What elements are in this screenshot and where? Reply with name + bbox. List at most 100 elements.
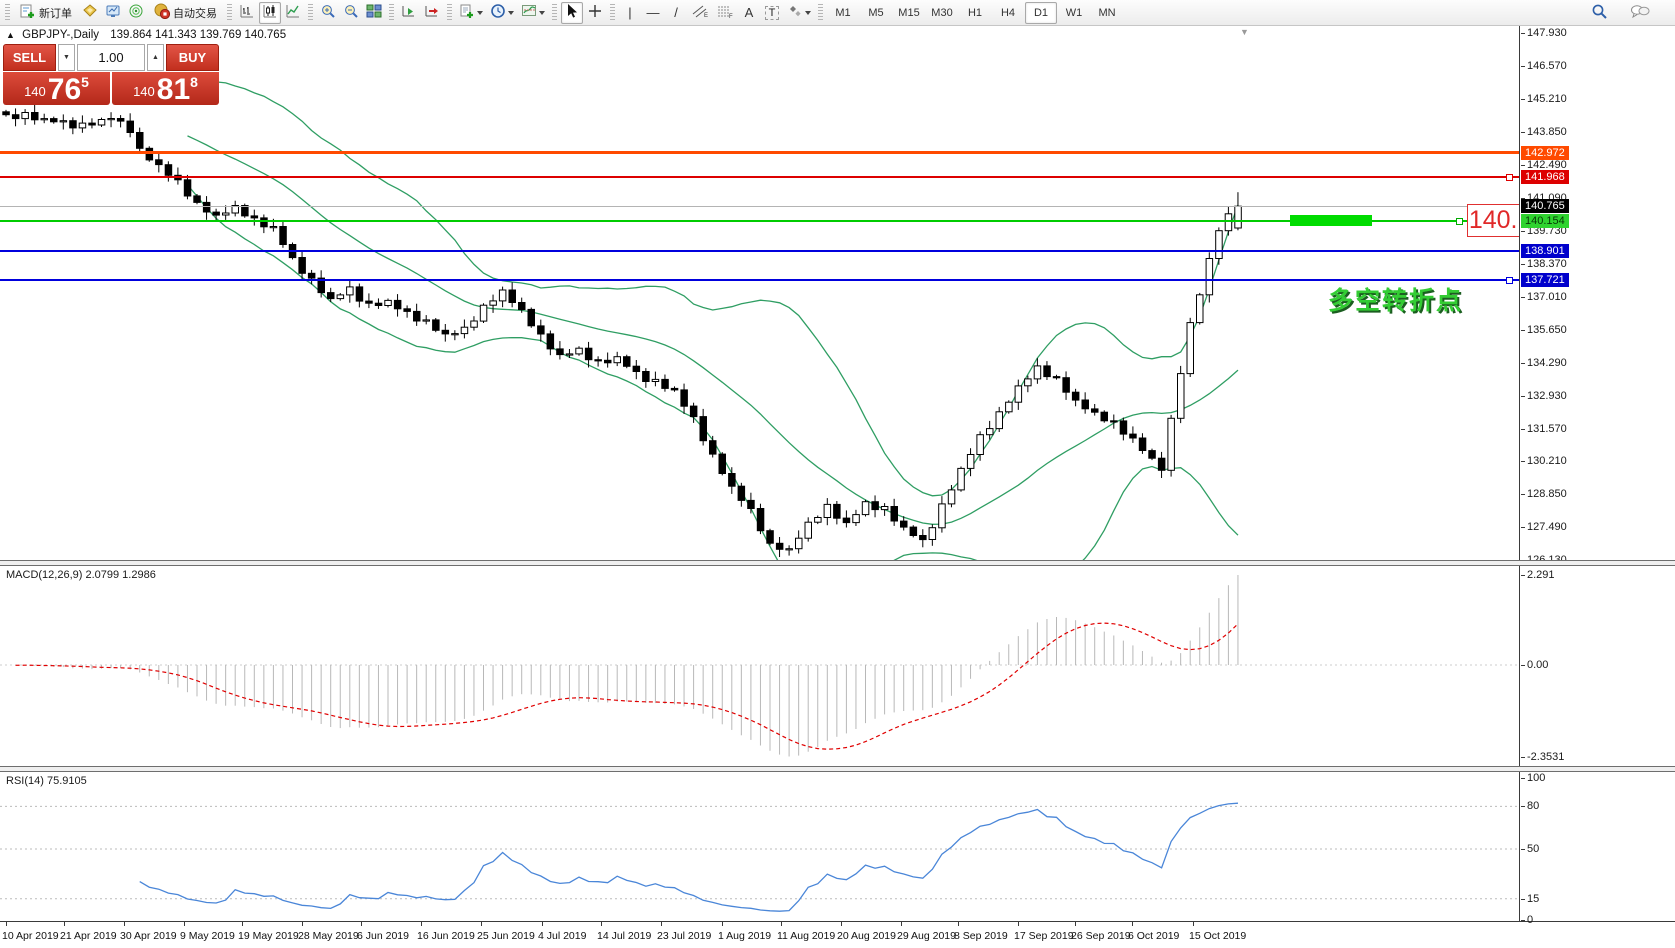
- auto-scroll-button[interactable]: [398, 2, 420, 24]
- buy-price-main: 140: [133, 84, 155, 99]
- fibonacci-tool-button[interactable]: F: [713, 2, 737, 24]
- indicators-dropdown-icon[interactable]: [539, 10, 545, 15]
- text-tool-button[interactable]: A: [738, 2, 760, 24]
- volume-increase-button[interactable]: ▲: [147, 44, 164, 71]
- timeframe-button-w1[interactable]: W1: [1058, 2, 1090, 24]
- timeframe-button-mn[interactable]: MN: [1091, 2, 1123, 24]
- buy-price-panel[interactable]: 140 81 8: [112, 72, 219, 105]
- chart-ohlc-label: 139.864 141.343 139.769 140.765: [110, 29, 287, 41]
- axis-label: 15: [1520, 892, 1540, 905]
- period-button[interactable]: [487, 2, 517, 24]
- chat-button[interactable]: [1627, 2, 1653, 24]
- price-axis[interactable]: 147.930146.570145.210143.850142.490141.0…: [1519, 26, 1675, 926]
- zoom-out-button[interactable]: [340, 2, 362, 24]
- vertical-line-tool-button[interactable]: |: [619, 2, 641, 24]
- pane-divider[interactable]: [0, 560, 1675, 566]
- timeframe-button-m1[interactable]: M1: [827, 2, 859, 24]
- sell-price-point: 5: [81, 74, 89, 90]
- indicators-button[interactable]: [518, 2, 548, 24]
- rsi-plot: [0, 802, 1519, 912]
- horizontal-line-140.154[interactable]: [0, 220, 1519, 222]
- chinese-annotation[interactable]: 多空转折点: [1328, 287, 1464, 315]
- horizontal-line-138.901[interactable]: [0, 250, 1519, 253]
- horizontal-line-140.765[interactable]: [0, 205, 1519, 207]
- timeframe-button-m30[interactable]: M30: [926, 2, 958, 24]
- svg-text:E: E: [704, 13, 708, 19]
- tile-windows-button[interactable]: [363, 2, 385, 24]
- time-axis-label: 9 May 2019: [180, 930, 235, 942]
- trendline-tool-button[interactable]: /: [665, 2, 687, 24]
- rsi-pane[interactable]: RSI(14) 75.9105: [0, 772, 1519, 921]
- axis-label: 0.00: [1520, 659, 1549, 671]
- line-chart-button[interactable]: [282, 2, 304, 24]
- axis-label: 127.490: [1521, 521, 1567, 534]
- macd-pane[interactable]: MACD(12,26,9) 2.0799 1.2986: [0, 566, 1519, 766]
- timeframe-button-h4[interactable]: H4: [992, 2, 1024, 24]
- cursor-tool-button[interactable]: [561, 1, 583, 24]
- timeframe-button-h1[interactable]: H1: [959, 2, 991, 24]
- arrows-icon: [787, 3, 803, 22]
- new-order-button[interactable]: 新订单: [14, 2, 78, 24]
- equidistant-channel-icon: E: [691, 3, 709, 22]
- time-tick: [1193, 922, 1194, 926]
- axis-label: 134.290: [1521, 356, 1567, 369]
- horizontal-line-tool-button[interactable]: —: [642, 2, 664, 24]
- axis-label: 147.930: [1521, 27, 1567, 39]
- signals-button[interactable]: [125, 2, 147, 24]
- collapse-icon[interactable]: ▲: [6, 30, 15, 40]
- buy-button[interactable]: BUY: [166, 44, 219, 71]
- axis-label: 146.570: [1521, 59, 1567, 72]
- sell-price-main: 140: [24, 84, 46, 99]
- volume-input[interactable]: 1.00: [77, 44, 145, 71]
- axis-label: 143.850: [1521, 125, 1567, 138]
- chart-shift-button[interactable]: [421, 2, 443, 24]
- period-dropdown-icon[interactable]: [508, 10, 514, 15]
- axis-label: 80: [1520, 800, 1540, 813]
- bar-chart-button[interactable]: [236, 2, 258, 24]
- pane-divider[interactable]: [0, 766, 1675, 772]
- time-axis[interactable]: 10 Apr 2019 21 Apr 2019 30 Apr 2019 9 May 2…: [0, 921, 1675, 948]
- tile-windows-icon: [366, 3, 382, 22]
- search-button[interactable]: [1588, 2, 1611, 24]
- toolbar-grip: [447, 3, 452, 22]
- equidistant-channel-tool-button[interactable]: E: [688, 2, 712, 24]
- autotrading-button[interactable]: 自动交易: [148, 2, 223, 24]
- svg-text:F: F: [729, 14, 733, 19]
- text-tool-icon: A: [744, 5, 754, 20]
- volume-decrease-button[interactable]: ▼: [58, 44, 75, 71]
- arrows-tool-button[interactable]: [784, 2, 814, 24]
- templates-dropdown-icon[interactable]: [477, 10, 483, 15]
- timeframe-button-m15[interactable]: M15: [893, 2, 925, 24]
- time-axis-label: 26 Sep 2019: [1071, 930, 1131, 942]
- axis-label: 130.210: [1521, 455, 1567, 468]
- main-chart-pane[interactable]: ▲ GBPJPY-,Daily 139.864 141.343 139.769 …: [0, 26, 1561, 560]
- time-tick: [722, 922, 723, 926]
- line-anchor-marker: [1506, 276, 1513, 284]
- horizontal-line-141.968[interactable]: [0, 176, 1519, 179]
- time-tick: [124, 922, 125, 926]
- time-axis-label: 25 Jun 2019: [477, 930, 535, 942]
- toolbar-right-group: [1588, 2, 1675, 24]
- new-order-label: 新订单: [39, 7, 72, 20]
- time-tick: [184, 922, 185, 926]
- toolbar-grip: [5, 3, 10, 22]
- zoom-in-button[interactable]: [317, 2, 339, 24]
- sell-button[interactable]: SELL: [3, 44, 56, 71]
- templates-button[interactable]: [456, 2, 486, 24]
- horizontal-line-142.972[interactable]: [0, 151, 1519, 155]
- candlestick-chart-button[interactable]: [259, 1, 281, 24]
- metaeditor-button[interactable]: [79, 2, 101, 24]
- arrows-dropdown-icon[interactable]: [805, 10, 811, 15]
- horizontal-line-137.721[interactable]: [0, 278, 1519, 281]
- sell-price-pips: 76: [47, 73, 82, 106]
- text-label-tool-button[interactable]: T: [761, 2, 783, 24]
- terminal-button[interactable]: [102, 2, 124, 24]
- crosshair-tool-button[interactable]: [584, 2, 606, 24]
- sell-price-panel[interactable]: 140 76 5: [3, 72, 110, 105]
- support-zone-rectangle[interactable]: [1290, 215, 1372, 226]
- timeframe-button-d1[interactable]: D1: [1025, 1, 1057, 24]
- time-axis-label: 15 Oct 2019: [1189, 930, 1247, 942]
- macd-label: MACD(12,26,9) 2.0799 1.2986: [6, 569, 156, 581]
- timeframe-button-m5[interactable]: M5: [860, 2, 892, 24]
- axis-label: 132.930: [1521, 389, 1567, 402]
